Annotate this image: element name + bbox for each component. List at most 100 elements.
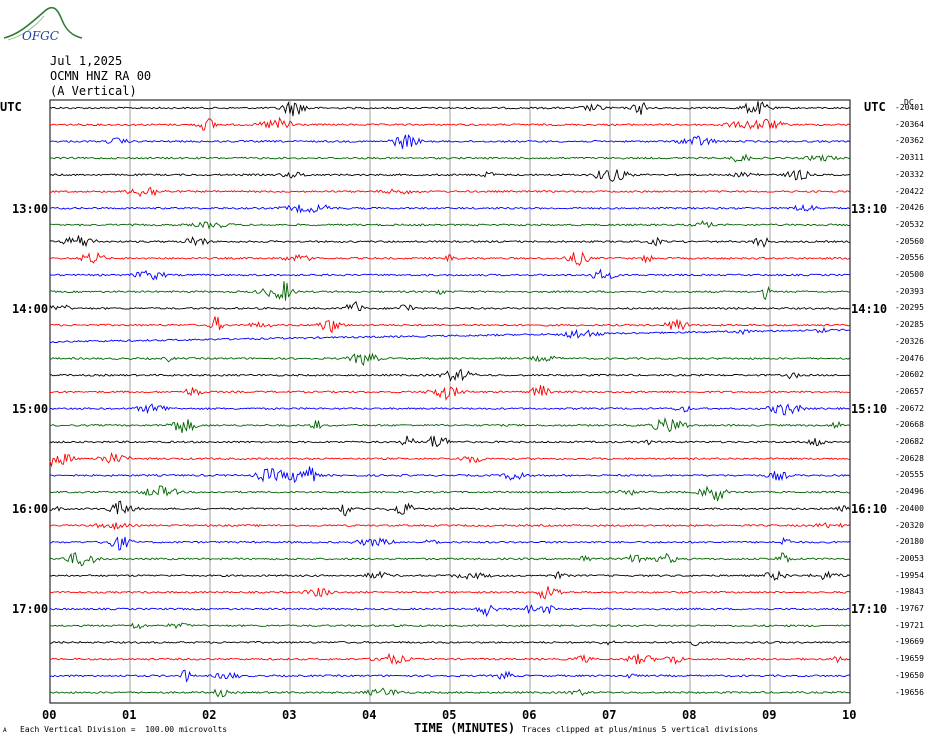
trace-line <box>49 300 850 312</box>
dc-offset-label: -19954 <box>895 570 924 580</box>
trace-line <box>49 268 850 281</box>
dc-offset-label: -20426 <box>895 203 924 213</box>
trace-line <box>50 466 850 483</box>
dc-label: DC <box>904 98 914 107</box>
trace-line <box>49 640 850 647</box>
dc-offset-label: -20555 <box>895 470 924 480</box>
left-time-label: 16:00 <box>12 502 49 516</box>
dc-offset-label: -20326 <box>895 336 924 346</box>
trace-line <box>49 281 850 301</box>
dc-offset-label: -20602 <box>895 370 924 380</box>
right-time-label: 15:10 <box>851 402 888 416</box>
dc-offset-label: -19659 <box>895 654 924 664</box>
x-tick-label: 08 <box>682 708 697 722</box>
trace-line <box>49 251 850 267</box>
dc-offset-label: -19767 <box>895 604 924 613</box>
trace-line <box>49 669 850 683</box>
trace-line <box>49 169 850 182</box>
dc-offset-label: -20320 <box>895 520 924 530</box>
right-time-label: 14:10 <box>851 302 888 316</box>
scale-note: Each Vertical Division = 100.00 microvol… <box>20 725 228 734</box>
right-time-label: 16:10 <box>851 502 888 516</box>
header-component: (A Vertical) <box>50 84 137 98</box>
logo-swoosh <box>3 6 83 39</box>
trace-line <box>49 235 850 248</box>
dc-offset-label: -20657 <box>895 386 924 396</box>
left-time-label: 17:00 <box>12 602 49 616</box>
x-tick-label: 10 <box>842 708 857 722</box>
dc-offset-label: -20285 <box>895 320 924 330</box>
left-time-label: 15:00 <box>12 402 49 416</box>
right-time-label: 17:10 <box>851 602 888 616</box>
dc-offset-label: -19650 <box>895 670 924 680</box>
dc-offset-label: -20311 <box>895 153 924 163</box>
corner-mark: A <box>3 727 7 734</box>
right-time-label: 13:10 <box>851 202 888 216</box>
x-tick-label: 00 <box>42 708 57 722</box>
dc-offset-label: -19669 <box>895 637 924 647</box>
utc-right-label: UTC <box>864 100 886 114</box>
clip-note: Traces clipped at plus/minus 5 vertical … <box>522 725 759 734</box>
trace-line <box>49 203 850 214</box>
trace-line <box>49 687 850 698</box>
dc-offset-label: -19656 <box>895 687 924 697</box>
left-time-label: 14:00 <box>12 302 49 316</box>
dc-offset-label: -20500 <box>895 270 924 279</box>
x-tick-label: 07 <box>602 708 617 722</box>
dc-offset-label: -20556 <box>895 253 924 263</box>
trace-line <box>49 522 850 530</box>
dc-offset-label: -20364 <box>895 119 924 129</box>
dc-offset-label: -20393 <box>895 286 924 296</box>
trace-line <box>49 186 850 198</box>
trace-line <box>49 403 850 416</box>
header-station: OCMN HNZ RA 00 <box>50 69 152 83</box>
dc-offset-label: -20476 <box>895 353 924 363</box>
dc-offset-label: -19721 <box>895 620 924 630</box>
dc-offset-label: -20628 <box>895 453 924 463</box>
dc-offset-label: -20180 <box>895 537 924 547</box>
dc-offset-label: -20401 <box>895 103 924 112</box>
dc-offset-label: -20053 <box>895 553 924 563</box>
trace-line <box>49 316 850 334</box>
x-tick-label: 05 <box>442 708 457 722</box>
trace-line <box>49 219 850 230</box>
left-time-label: 13:00 <box>12 202 49 216</box>
trace-line <box>49 416 850 433</box>
trace-line <box>49 153 850 163</box>
trace-line <box>49 552 850 567</box>
trace-line <box>49 101 850 117</box>
trace-line <box>49 368 850 382</box>
x-tick-label: 06 <box>522 708 537 722</box>
trace-line <box>49 586 850 600</box>
trace-line <box>49 326 850 344</box>
dc-offset-label: -20400 <box>895 503 924 513</box>
trace-line <box>49 385 850 401</box>
logo-text: OFGC <box>22 29 59 43</box>
trace-line <box>49 570 850 581</box>
header-date: Jul 1,2025 <box>50 54 123 68</box>
trace-line <box>49 352 850 367</box>
dc-offset-label: -20422 <box>895 186 924 196</box>
trace-line <box>49 652 850 665</box>
trace-line <box>49 435 850 448</box>
trace-line <box>49 622 850 630</box>
dc-offset-label: -20672 <box>895 403 924 413</box>
x-tick-label: 01 <box>122 708 137 722</box>
x-tick-label: 04 <box>362 708 377 722</box>
trace-line <box>49 485 850 502</box>
dc-offset-label: -20496 <box>895 487 924 497</box>
x-tick-label: 09 <box>762 708 777 722</box>
dc-offset-label: -20682 <box>895 437 924 446</box>
x-tick-label: 02 <box>202 708 217 722</box>
trace-line <box>50 536 850 551</box>
dc-offset-label: -20332 <box>895 169 924 179</box>
utc-left-label: UTC <box>0 100 22 114</box>
x-tick-label: 03 <box>282 708 297 722</box>
trace-line <box>49 451 850 468</box>
dc-offset-label: -20532 <box>895 219 924 229</box>
dc-offset-label: -20668 <box>895 420 924 430</box>
dc-offset-label: -20295 <box>895 303 924 313</box>
trace-line <box>49 604 850 618</box>
dc-offset-label: -19843 <box>895 587 924 597</box>
